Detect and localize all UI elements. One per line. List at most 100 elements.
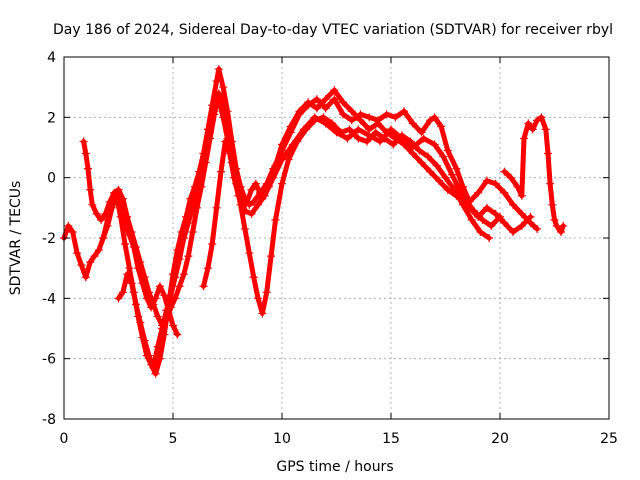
data-point	[345, 125, 354, 134]
data-point	[134, 264, 143, 273]
data-point	[400, 140, 409, 149]
y-tick-label: 0	[47, 171, 56, 187]
data-point	[234, 191, 243, 200]
data-point	[197, 173, 206, 182]
data-point	[175, 255, 184, 264]
data-point	[219, 83, 228, 92]
data-point	[136, 318, 145, 327]
data-point	[230, 173, 239, 182]
data-point	[97, 215, 106, 224]
data-point	[81, 149, 90, 158]
data-point	[216, 167, 225, 176]
grid	[64, 57, 609, 419]
data-point	[64, 221, 73, 230]
series-trace	[100, 193, 180, 337]
data-point	[151, 294, 160, 303]
data-point	[330, 95, 339, 104]
x-axis-label: GPS time / hours	[276, 459, 393, 475]
data-point	[363, 137, 372, 146]
data-point	[356, 116, 365, 125]
x-tick-label: 10	[273, 431, 291, 447]
data-point	[439, 152, 448, 161]
data-point	[387, 125, 395, 134]
data-point	[158, 324, 167, 333]
data-point	[541, 125, 550, 134]
data-point	[415, 146, 424, 155]
data-point	[458, 200, 467, 209]
data-point	[149, 363, 158, 372]
data-point	[397, 131, 406, 140]
data-point	[295, 107, 304, 116]
x-tick-label: 15	[382, 431, 400, 447]
data-point	[278, 140, 286, 149]
data-point	[147, 303, 156, 312]
data-point	[99, 234, 108, 242]
data-point	[304, 98, 313, 107]
data-point	[482, 176, 491, 185]
data-point	[426, 116, 435, 125]
data-point	[432, 161, 441, 170]
data-point	[543, 149, 552, 158]
data-point	[214, 65, 223, 74]
data-point	[199, 282, 208, 291]
data-point	[184, 218, 193, 227]
data-point	[271, 215, 280, 224]
x-tick-label: 5	[169, 431, 178, 447]
data-point	[262, 288, 271, 297]
data-point	[548, 200, 557, 209]
data-point	[496, 212, 504, 221]
y-tick-label: -6	[42, 352, 56, 368]
data-point	[264, 182, 273, 191]
data-point	[354, 134, 363, 143]
series-trace	[501, 114, 566, 235]
data-point	[118, 288, 127, 297]
data-point	[112, 191, 121, 200]
data-point	[528, 125, 537, 134]
data-point	[179, 270, 188, 279]
data-point	[286, 122, 295, 131]
data-point	[310, 116, 319, 125]
data-point	[526, 212, 535, 221]
data-point	[321, 104, 330, 113]
x-tick-label: 20	[491, 431, 509, 447]
data-point	[153, 342, 162, 351]
data-point	[408, 149, 417, 158]
data-point	[86, 258, 95, 267]
data-point	[408, 119, 417, 128]
data-point	[247, 209, 256, 218]
data-point	[201, 152, 210, 161]
data-point	[251, 179, 260, 188]
data-point	[509, 200, 518, 209]
data-point	[94, 246, 103, 255]
data-point	[175, 282, 184, 291]
data-point	[461, 194, 470, 203]
data-point	[400, 107, 409, 116]
data-point	[214, 95, 223, 104]
data-point	[347, 107, 356, 116]
data-point	[145, 351, 154, 360]
data-point	[88, 200, 97, 209]
data-point	[491, 209, 500, 218]
data-point	[448, 170, 457, 179]
data-point	[336, 128, 345, 137]
data-point	[127, 279, 136, 288]
y-tick-label: 2	[47, 110, 56, 126]
y-tick-label: -8	[42, 412, 56, 428]
data-point	[221, 137, 230, 146]
data-point	[254, 200, 263, 209]
data-point	[537, 113, 546, 122]
data-point	[129, 243, 138, 252]
data-point	[131, 300, 140, 309]
data-point	[245, 249, 254, 258]
y-axis-label: SDTVAR / TECUs	[8, 181, 24, 296]
series-track-5	[99, 191, 182, 339]
data-point	[267, 252, 276, 261]
data-point	[389, 140, 398, 149]
data-point	[426, 167, 435, 176]
data-point	[92, 209, 101, 218]
data-point	[437, 122, 446, 131]
data-point	[524, 119, 533, 128]
data-point	[506, 173, 515, 182]
series-track-4	[500, 113, 568, 236]
data-point	[240, 224, 249, 233]
